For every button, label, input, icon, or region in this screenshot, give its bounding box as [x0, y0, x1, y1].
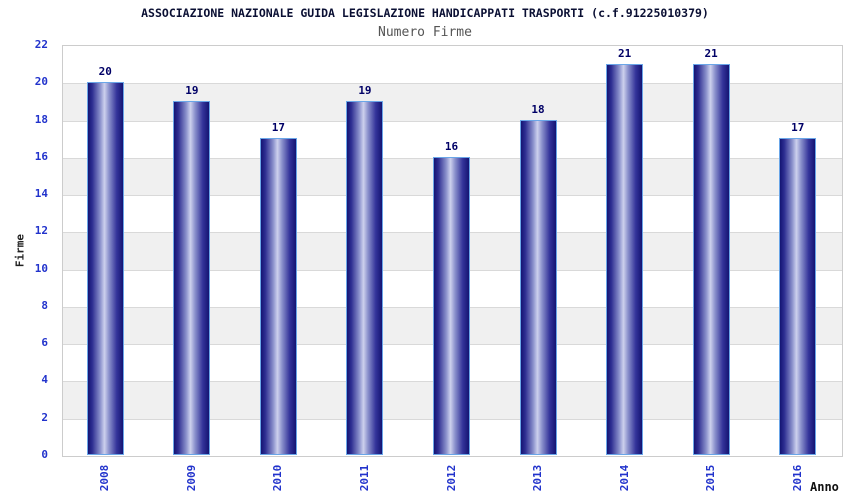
y-tick-label: 10 — [34, 261, 48, 275]
x-tick-label: 2015 — [704, 464, 718, 492]
x-tick-label: 2010 — [271, 464, 285, 492]
y-tick-label: 2 — [41, 410, 48, 424]
bar-2009 — [173, 100, 211, 455]
bar-2015 — [692, 63, 730, 455]
x-tick-label: 2012 — [444, 464, 458, 492]
x-tick-label: 2008 — [98, 464, 112, 492]
y-tick-label: 8 — [41, 298, 48, 312]
y-tick-label: 6 — [41, 336, 48, 350]
x-tick-label: 2011 — [357, 464, 371, 492]
bar-value-label: 21 — [617, 46, 632, 60]
bar-value-label: 19 — [185, 83, 199, 97]
bar-2008 — [86, 82, 124, 455]
bar-2011 — [346, 100, 384, 455]
x-tick-label: 2013 — [531, 464, 545, 492]
x-tick-label: 2016 — [790, 464, 804, 492]
bar-value-label: 16 — [444, 139, 459, 153]
bar-2016 — [779, 138, 817, 455]
bar-value-label: 17 — [791, 121, 805, 135]
y-tick-label: 16 — [34, 149, 48, 163]
bar-2013 — [519, 119, 557, 455]
bar-2012 — [433, 156, 470, 455]
bar-2010 — [259, 138, 297, 455]
x-axis-label: Anno — [810, 480, 839, 494]
bar-value-label: 19 — [358, 83, 372, 97]
bar-value-label: 21 — [704, 46, 718, 60]
y-tick-label: 14 — [34, 187, 48, 201]
gridline — [63, 120, 842, 122]
y-tick-label: 12 — [34, 224, 48, 238]
y-tick-label: 4 — [41, 373, 48, 387]
chart-title: ASSOCIAZIONE NAZIONALE GUIDA LEGISLAZION… — [141, 6, 709, 20]
gridline — [63, 83, 842, 85]
bar-value-label: 17 — [271, 121, 285, 135]
x-tick-label: 2009 — [184, 464, 198, 492]
chart-subtitle: Numero Firme — [378, 25, 472, 40]
y-tick-label: 20 — [34, 75, 48, 89]
y-tick-label: 18 — [34, 112, 48, 126]
bar-value-label: 20 — [98, 65, 112, 79]
y-tick-label: 22 — [34, 38, 48, 51]
x-tick-label: 2014 — [617, 464, 631, 492]
y-tick-label: 0 — [41, 448, 48, 461]
bar-2014 — [606, 63, 644, 455]
bar-value-label: 18 — [531, 102, 545, 116]
